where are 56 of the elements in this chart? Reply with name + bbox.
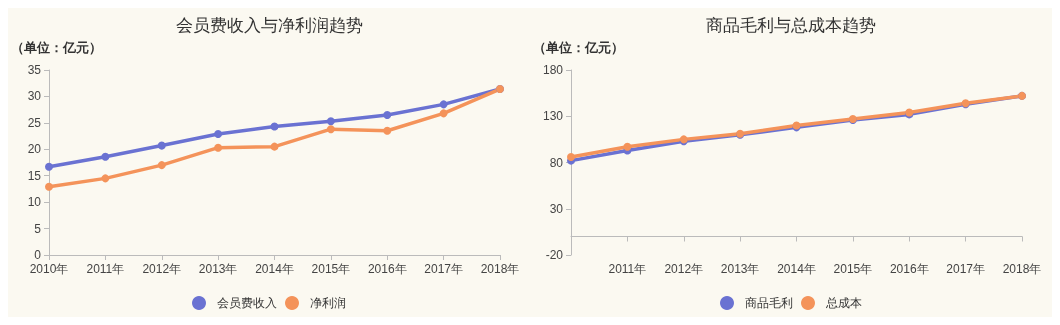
legend-label: 净利润 [310, 296, 346, 310]
y-tick-label: 0 [34, 248, 42, 262]
y-tick-label: -20 [545, 248, 564, 262]
point [101, 174, 110, 183]
y-tick-label: 30 [27, 89, 42, 104]
point [270, 142, 279, 151]
y-tick-label: 35 [27, 63, 42, 77]
point [214, 143, 223, 152]
legend-label: 总成本 [825, 296, 862, 310]
x-tick-label: 2018年 [1002, 262, 1042, 276]
x-tick-label: 2013年 [720, 262, 760, 276]
point [326, 125, 335, 134]
y-tick-label: 5 [34, 221, 42, 236]
x-tick-label: 2012年 [664, 262, 704, 276]
point [623, 142, 632, 151]
point [45, 182, 53, 191]
legend-label: 商品毛利 [745, 296, 793, 310]
y-tick-label: 130 [542, 109, 564, 124]
chart-title: 会员费收入与净利润趋势 [175, 16, 363, 35]
x-tick-label: 2013年 [198, 262, 238, 276]
x-tick-label: 2016年 [367, 262, 407, 276]
point [270, 122, 279, 131]
y-tick-label: 25 [27, 115, 42, 130]
point [157, 141, 166, 150]
x-tick-label: 2014年 [777, 262, 816, 276]
x-tick-label: 2016年 [889, 262, 929, 276]
point [101, 152, 110, 161]
point [383, 110, 392, 119]
point [383, 126, 392, 135]
x-tick-label: 2015年 [833, 262, 873, 276]
point [326, 117, 335, 126]
y-tick-label: 20 [27, 142, 42, 157]
x-tick-label: 2017年 [946, 262, 985, 276]
legend-label: 会员费收入 [217, 296, 277, 310]
point [439, 109, 448, 118]
x-tick-label: 2014年 [255, 262, 294, 276]
y-tick-label: 15 [27, 168, 42, 183]
y-axis-title: （单位：亿元） [533, 40, 624, 55]
x-tick-label: 2015年 [311, 262, 351, 276]
x-tick-label: 2018年 [480, 262, 520, 276]
point [567, 152, 575, 161]
point [45, 162, 53, 171]
x-tick-label: 2011年 [608, 262, 647, 276]
x-tick-label: 2012年 [142, 262, 182, 276]
point [157, 161, 166, 170]
y-axis-title: （单位：亿元） [11, 40, 102, 55]
y-tick-label: 30 [549, 201, 564, 216]
x-tick-label: 2011年 [86, 262, 125, 276]
y-tick-label: 10 [27, 195, 42, 210]
point [214, 129, 223, 138]
x-tick-label: 2017年 [424, 262, 463, 276]
y-tick-label: 80 [549, 155, 564, 170]
y-tick-label: 180 [542, 63, 564, 77]
x-tick-label: 2010年 [29, 262, 69, 276]
chart-title: 商品毛利与总成本趋势 [706, 16, 876, 35]
point [439, 100, 448, 109]
